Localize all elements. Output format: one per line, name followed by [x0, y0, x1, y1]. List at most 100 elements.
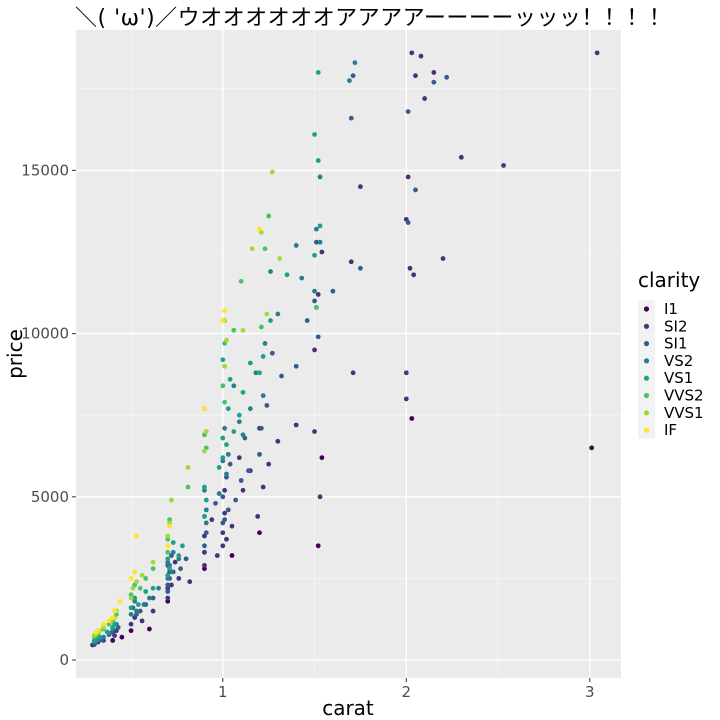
point-si2: [236, 455, 242, 461]
point-si2: [501, 163, 506, 168]
point-si2: [187, 579, 193, 585]
point-if: [220, 318, 226, 323]
point-if: [128, 576, 134, 581]
point-si2: [413, 73, 418, 79]
point-si2: [255, 514, 261, 519]
point-if: [101, 621, 106, 627]
point-vs1: [216, 465, 222, 470]
point-si2: [224, 536, 229, 542]
legend-swatch-vs1: [643, 375, 650, 381]
point-vs1: [312, 252, 317, 258]
point-si2: [222, 487, 228, 493]
point-vvs2: [137, 585, 143, 591]
point-si1: [431, 79, 437, 85]
point-si2: [350, 370, 356, 376]
point-vvs1: [165, 533, 171, 539]
point-vvs2: [185, 484, 191, 490]
point-si1: [220, 520, 226, 526]
point-vs1: [220, 455, 226, 461]
point-vs2: [128, 611, 134, 617]
y-tick-label: 15000: [21, 161, 69, 179]
point-si2: [240, 487, 246, 493]
point-vs1: [165, 572, 171, 578]
point-vs1: [132, 595, 138, 601]
point-i1: [147, 626, 152, 632]
point-vs1: [128, 605, 134, 611]
point-si2: [202, 549, 207, 555]
point-si2: [266, 461, 272, 467]
major-gridlines: [76, 30, 621, 678]
legend-label-i1: I1: [664, 300, 678, 318]
point-i1: [128, 628, 134, 634]
point-si1: [348, 115, 354, 121]
point-i1: [409, 416, 415, 421]
point-vvs2: [266, 213, 272, 219]
y-axis-title: price: [3, 329, 27, 379]
point-vs1: [224, 442, 229, 447]
point-si2: [275, 438, 281, 444]
point-vvs1: [130, 585, 136, 591]
point-vs2: [313, 226, 319, 232]
point-si1: [330, 288, 336, 294]
point-vvs2: [258, 324, 264, 330]
point-si1: [405, 220, 411, 226]
point-si2: [317, 494, 323, 500]
point-si2: [139, 618, 145, 624]
point-vs1: [97, 634, 103, 640]
point-vs1: [176, 553, 182, 558]
point-vs1: [240, 389, 246, 395]
point-vs2: [156, 585, 161, 591]
plot-panel: [76, 30, 621, 678]
point-vvs2: [238, 278, 244, 284]
point-si2: [128, 621, 134, 627]
point-si1: [269, 350, 275, 356]
point-vs2: [317, 174, 323, 180]
point-si1: [313, 239, 319, 245]
point-vs2: [275, 311, 281, 317]
point-si1: [304, 318, 310, 323]
x-tick-label: 2: [402, 683, 412, 701]
legend-label-vvs2: VVS2: [664, 387, 704, 405]
point-vs1: [317, 223, 323, 229]
point-si2: [403, 370, 409, 376]
legend-swatch-si2: [643, 323, 650, 329]
point-si2: [176, 576, 182, 581]
point-vvs1: [224, 337, 229, 343]
point-i1: [119, 634, 125, 640]
point-si2: [422, 96, 428, 101]
legend-label-si1: SI1: [664, 335, 688, 353]
legend-swatch-vvs2: [643, 392, 650, 399]
point-vs2: [347, 78, 352, 83]
point-vs2: [231, 383, 237, 389]
point-vs1: [104, 629, 110, 635]
point-i1: [257, 530, 262, 536]
point-si2: [403, 396, 409, 402]
point-vvs1: [264, 311, 270, 317]
point-si2: [440, 256, 446, 261]
point-vs2: [240, 432, 246, 438]
point-vvs1: [139, 572, 145, 578]
point-i1: [229, 553, 235, 558]
point-vvs1: [277, 256, 283, 261]
y-tick-label: 5000: [31, 488, 69, 506]
point-vs1: [150, 585, 156, 591]
point-vs1: [220, 357, 226, 363]
point-vvs2: [143, 576, 149, 581]
legend-label-if: IF: [664, 421, 677, 439]
point-si1: [257, 451, 262, 457]
point-si2: [222, 510, 228, 516]
point-i1: [319, 455, 325, 461]
point-si1: [405, 109, 411, 115]
point-vs2: [203, 507, 209, 513]
point-si2: [458, 154, 464, 160]
point-vs1: [167, 566, 172, 572]
legend-label-vs1: VS1: [664, 369, 693, 387]
point-i1: [315, 543, 321, 549]
point-vvs2: [150, 566, 156, 572]
point-vvs1: [249, 246, 255, 252]
point-si1: [227, 461, 233, 467]
point-si2: [169, 582, 174, 588]
point-vs2: [222, 425, 228, 431]
point-vs2: [216, 491, 222, 496]
